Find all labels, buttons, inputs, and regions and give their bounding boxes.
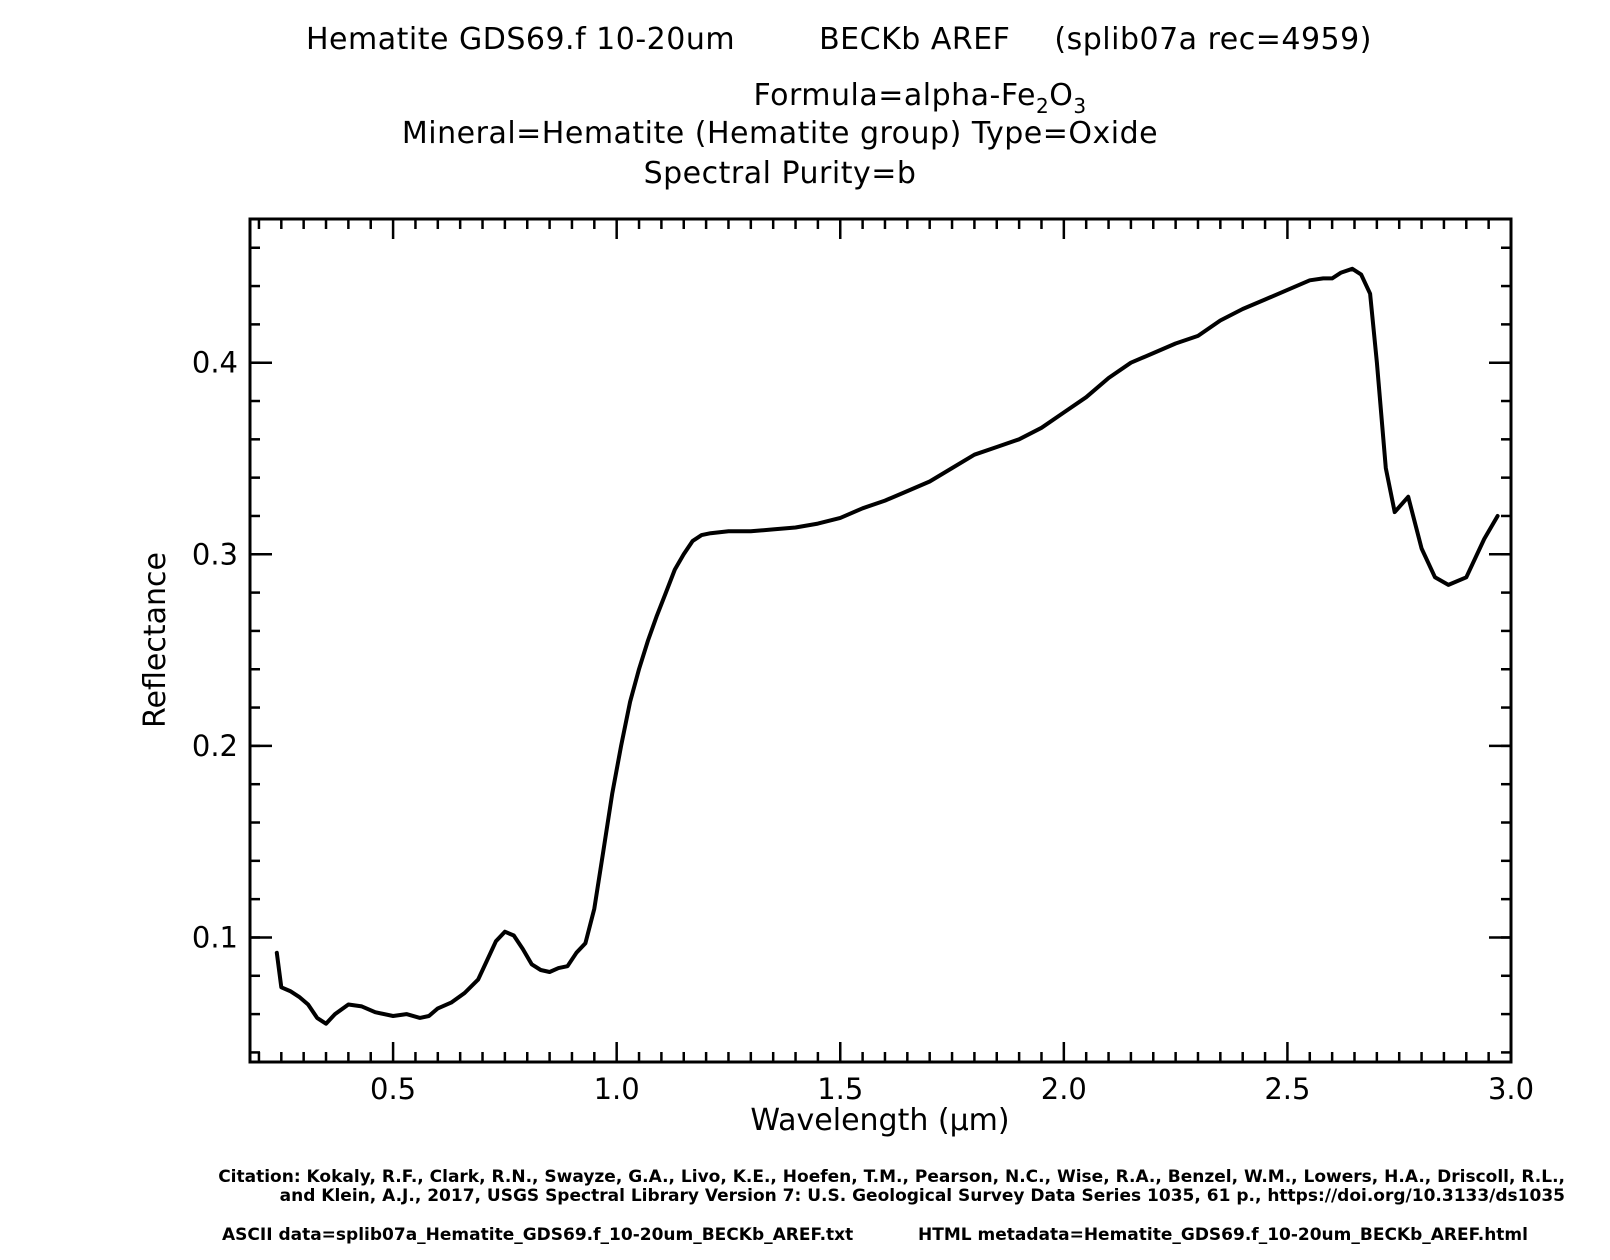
tick-labels: 0.5 1.0 1.5 2.0 2.5 3.0 0.1 0.2 0.3 0.4 xyxy=(192,346,1534,1106)
formula-subscript-2: 3 xyxy=(1073,94,1087,118)
x-tick-label: 3.0 xyxy=(1488,1072,1534,1106)
ascii-data-link[interactable]: ASCII data=splib07a_Hematite_GDS69.f_10-… xyxy=(222,1225,854,1245)
y-axis-label: Reflectance xyxy=(138,552,173,728)
x-tick-label: 0.5 xyxy=(370,1072,416,1106)
formula-prefix: Formula=alpha-Fe xyxy=(753,78,1036,113)
html-metadata-link[interactable]: HTML metadata=Hematite_GDS69.f_10-20um_B… xyxy=(918,1225,1528,1245)
reflectance-series-line xyxy=(274,266,1500,1026)
x-tick-label: 2.0 xyxy=(1041,1072,1087,1106)
sample-name: Hematite GDS69.f 10-20um xyxy=(306,22,736,57)
y-tick-label: 0.1 xyxy=(192,920,238,954)
x-tick-label: 1.0 xyxy=(594,1072,640,1106)
citation-line-2: and Klein, A.J., 2017, USGS Spectral Lib… xyxy=(279,1186,1565,1206)
y-tick-label: 0.2 xyxy=(192,729,238,763)
formula-mid: O xyxy=(1049,78,1074,113)
y-tick-label: 0.4 xyxy=(192,346,238,380)
record-id: (splib07a rec=4959) xyxy=(1054,22,1372,57)
x-tick-label: 2.5 xyxy=(1264,1072,1310,1106)
citation-line-1: Citation: Kokaly, R.F., Clark, R.N., Swa… xyxy=(218,1167,1565,1187)
mineral-line: Mineral=Hematite (Hematite group) Type=O… xyxy=(401,116,1159,151)
measurement-type: BECKb AREF xyxy=(819,22,1011,57)
x-tick-label: 1.5 xyxy=(817,1072,863,1106)
y-tick-label: 0.3 xyxy=(192,537,238,571)
purity-line: Spectral Purity=b xyxy=(643,156,917,191)
axis-ticks xyxy=(250,219,1513,1062)
x-axis-label: Wavelength (μm) xyxy=(750,1103,1009,1138)
chart-title: Hematite GDS69.f 10-20um BECKb AREF (splib… xyxy=(306,22,1372,57)
formula-line: Formula=alpha-Fe2O3 xyxy=(140,78,1610,116)
formula-subscript-1: 2 xyxy=(1035,94,1050,118)
plot-frame xyxy=(248,217,1513,1064)
